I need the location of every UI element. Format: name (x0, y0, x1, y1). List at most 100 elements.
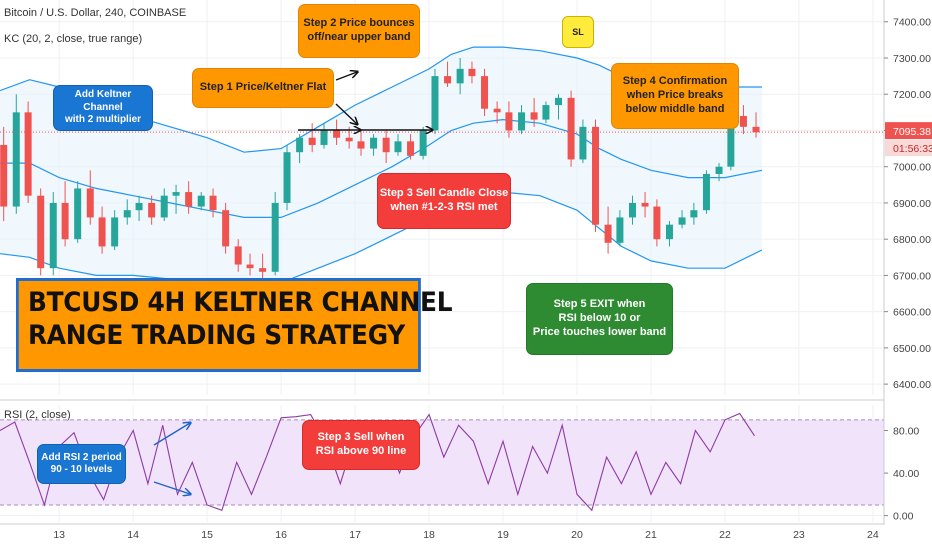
candle (481, 68, 489, 116)
candle (12, 94, 20, 214)
time-tick-label: 20 (571, 529, 583, 541)
rsi-panel (0, 412, 884, 512)
time-tick-label: 14 (127, 529, 139, 541)
callout-line: RSI below 10 or (558, 312, 641, 325)
callout-line: when #1-2-3 RSI met (390, 201, 498, 213)
candle-body (394, 141, 402, 153)
callout-kc-note: Add Keltner Channel with 2 multiplier (53, 85, 153, 131)
time-tick-label: 16 (275, 529, 287, 541)
candle-body (727, 115, 735, 167)
candle-body (382, 137, 390, 153)
candle-body (641, 202, 649, 207)
candle-body (111, 217, 119, 247)
time-tick-label: 15 (201, 529, 213, 541)
candle-body (739, 115, 747, 127)
candle-body (12, 112, 20, 207)
candle-body (752, 126, 760, 133)
candle (628, 195, 636, 225)
candle-body (493, 108, 501, 113)
candle (616, 210, 624, 247)
candle (86, 170, 94, 225)
candle (246, 253, 254, 276)
candle-body (530, 112, 538, 120)
candle-body (333, 130, 341, 138)
candle-body (456, 68, 464, 84)
candle-body (616, 217, 624, 243)
candle-body (49, 202, 57, 269)
candle-body (431, 76, 439, 131)
countdown-label: 01:56:33 (893, 143, 932, 155)
annotation-arrow (335, 103, 357, 124)
candle-body (24, 112, 32, 196)
candle-body (518, 112, 526, 131)
candles (0, 57, 884, 280)
candle (148, 195, 156, 225)
candle-body (690, 210, 698, 218)
candle-body (665, 224, 673, 240)
time-tick-label: 23 (793, 529, 805, 541)
candle-body (444, 76, 452, 84)
candle-body (296, 137, 304, 153)
callout-line: Step 5 EXIT when (553, 298, 646, 311)
candle-body (468, 68, 476, 77)
candle (518, 105, 526, 135)
candle (715, 163, 723, 182)
time-tick-label: 17 (349, 529, 361, 541)
candle (542, 101, 550, 124)
rsi-level-band (0, 419, 884, 505)
candle (678, 210, 686, 229)
callout-rsi-note: Add RSI 2 period 90 - 10 levels (37, 444, 126, 484)
candle (567, 90, 575, 167)
callout-line: 90 - 10 levels (50, 464, 113, 475)
candle-body (357, 141, 365, 149)
time-tick-label: 19 (497, 529, 509, 541)
time-tick-label: 22 (719, 529, 731, 541)
candle-body (481, 76, 489, 109)
candle (74, 181, 82, 243)
candle-body (234, 246, 242, 265)
callout-line: Step 2 Price bounces (303, 17, 415, 30)
callout-line: Step 4 Confirmation (622, 75, 728, 88)
annotation-arrows (153, 72, 432, 494)
price-tick-label: 6500.00 (893, 343, 931, 355)
symbol-legend: Bitcoin / U.S. Dollar, 240, COINBASE (4, 7, 187, 19)
current-price-tag (885, 122, 932, 140)
candle (0, 126, 8, 222)
title-line-1: BTCUSD 4H KELTNER CHANNEL (27, 287, 453, 318)
candle-body (345, 137, 353, 142)
callout-line: RSI above 90 line (315, 445, 407, 457)
price-tick-label: 6400.00 (893, 379, 931, 391)
price-tick-label: 7400.00 (893, 17, 931, 29)
callout-step1: Step 1 Price/Keltner Flat (192, 68, 334, 108)
price-tick-label: 6800.00 (893, 234, 931, 246)
callout-line: when Price breaks (626, 89, 724, 102)
annotation-arrow (153, 423, 190, 446)
candle (49, 192, 57, 276)
candle (702, 170, 710, 214)
candle (604, 206, 612, 254)
candle-body (246, 264, 254, 269)
annotation-arrow (153, 481, 190, 494)
candle-body (555, 97, 563, 106)
candle (493, 101, 501, 124)
candle-body (702, 173, 710, 211)
candle (308, 123, 316, 153)
candle-body (222, 210, 230, 247)
candle (653, 199, 661, 247)
candle-body (0, 144, 8, 207)
countdown-tag (885, 140, 932, 157)
candle-body (259, 268, 267, 272)
candle (111, 210, 119, 251)
candle-body (197, 195, 205, 207)
candle-body (61, 202, 69, 240)
callout-line: off/near upper band (307, 31, 411, 43)
candle (172, 184, 180, 214)
time-tick-label: 18 (423, 529, 435, 541)
rsi-tick-label: 80.00 (893, 426, 919, 438)
price-tick-label: 7300.00 (893, 53, 931, 65)
candle-body (283, 152, 291, 203)
price-tick-label: 6600.00 (893, 307, 931, 319)
time-tick-label: 21 (645, 529, 657, 541)
candle (296, 134, 304, 164)
